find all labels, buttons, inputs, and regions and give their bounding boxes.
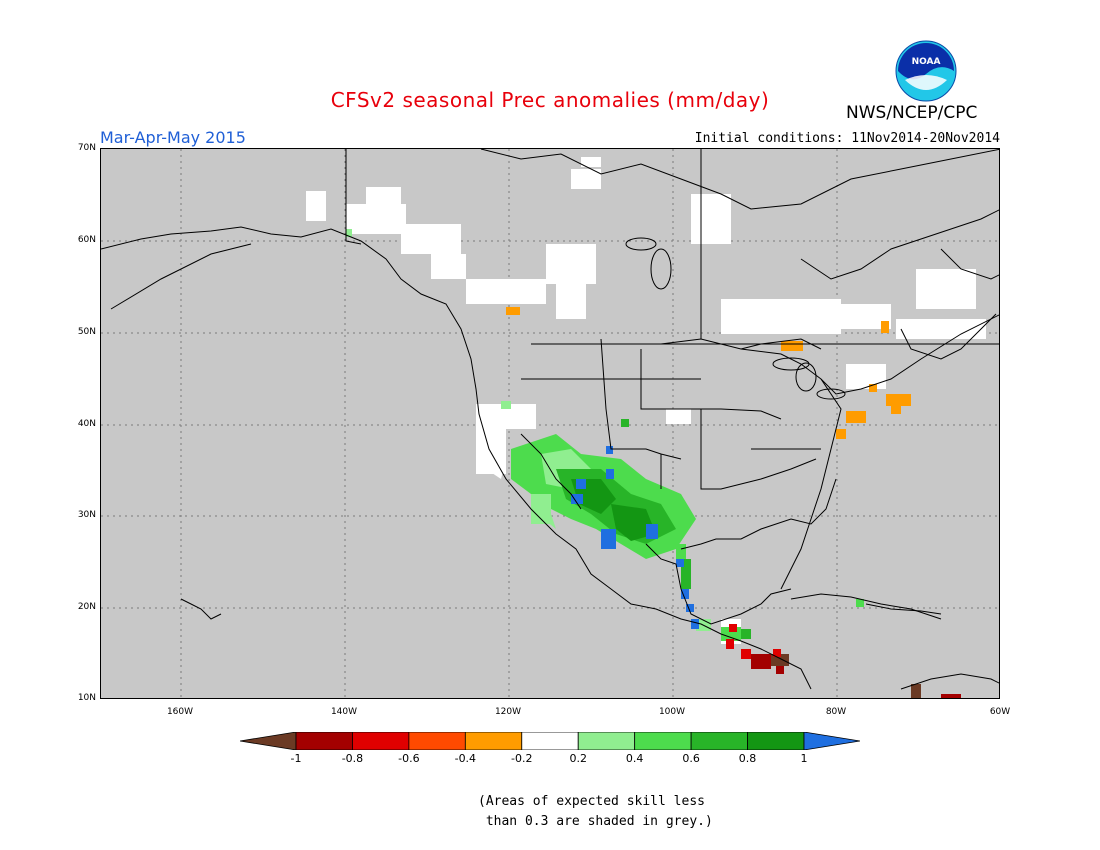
- coastlines: [101, 149, 999, 690]
- graticule: [101, 149, 999, 698]
- lat-tick: 70N: [77, 143, 96, 153]
- colorbar-segment: [577, 732, 636, 750]
- negative-anomaly-areas: [506, 307, 961, 698]
- neutral-anomaly-areas: [306, 157, 986, 644]
- map-title: CFSv2 seasonal Prec anomalies (mm/day): [330, 88, 770, 112]
- lat-tick: 20N: [77, 602, 96, 612]
- colorbar-segment: [747, 732, 805, 750]
- initial-conditions-label: Initial conditions: 11Nov2014-20Nov2014: [694, 131, 1000, 146]
- colorbar-label: -0.6: [398, 752, 420, 765]
- colorbar-label: -0.8: [341, 752, 364, 765]
- lakes: [625, 237, 846, 400]
- colorbar-label: 0.6: [682, 752, 700, 765]
- colorbar-label: 0.2: [569, 752, 587, 765]
- lon-tick: 140W: [330, 707, 358, 717]
- colorbar-segment: [295, 732, 353, 750]
- skill-note-line1: (Areas of expected skill less: [478, 794, 705, 809]
- colorbar-label: 0.8: [738, 752, 757, 765]
- colorbar-label: -1: [290, 752, 302, 765]
- colorbar-segment: [521, 732, 579, 750]
- lon-tick: 120W: [494, 707, 522, 717]
- colorbar-segment: [464, 732, 523, 750]
- skill-note: (Areas of expected skill less than 0.3 a…: [478, 792, 713, 832]
- lat-tick: 50N: [77, 327, 96, 337]
- colorbar-segment: [690, 732, 748, 750]
- noaa-logo: NOAA: [895, 40, 957, 102]
- logo-text: NOAA: [912, 57, 941, 67]
- colorbar-segment: [240, 732, 297, 750]
- lat-tick: 30N: [77, 510, 96, 520]
- map-canvas: [101, 149, 999, 698]
- colorbar-label: 1: [800, 752, 808, 765]
- skill-note-line2: than 0.3 are shaded in grey.): [478, 814, 713, 829]
- lon-tick: 100W: [658, 707, 686, 717]
- agency-label: NWS/NCEP/CPC: [846, 103, 978, 123]
- lon-tick: 60W: [989, 707, 1011, 717]
- lat-tick: 10N: [77, 693, 96, 703]
- colorbar-segment: [634, 732, 692, 750]
- colorbar-label: 0.4: [625, 752, 644, 765]
- colorbar-segment: [408, 732, 466, 750]
- lat-tick: 40N: [77, 419, 96, 429]
- lon-tick: 160W: [166, 707, 194, 717]
- season-label: Mar-Apr-May 2015: [100, 128, 246, 147]
- colorbar-segment: [803, 732, 860, 750]
- colorbar-label: -0.2: [511, 752, 533, 765]
- lat-tick: 60N: [77, 235, 96, 245]
- colorbar-label: -0.4: [454, 752, 477, 765]
- lon-tick: 80W: [825, 707, 847, 717]
- map-panel: [100, 148, 1000, 699]
- colorbar-segment: [352, 732, 410, 750]
- colorbar: [240, 732, 860, 750]
